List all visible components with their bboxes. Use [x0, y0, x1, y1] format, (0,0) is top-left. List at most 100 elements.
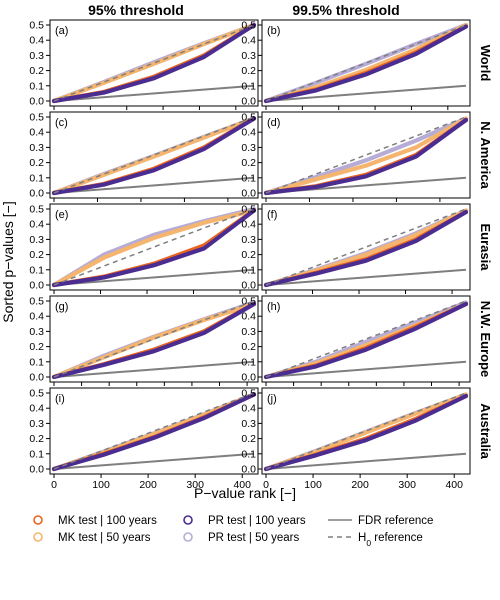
y-tick-label: 0.5 [241, 112, 256, 124]
x-tick-label: 400 [233, 479, 251, 491]
series-pr-test-100-years [51, 22, 257, 104]
y-tick-label: 0.4 [241, 403, 256, 415]
legend-label: H0 reference [358, 532, 423, 548]
legend-label-rest: reference [371, 532, 423, 544]
series-pr-test-100-years [263, 117, 469, 196]
titles: 95% threshold 99.5% threshold Sorted p−v… [0, 2, 400, 501]
row-title: World [478, 45, 493, 82]
x-tick-label: 200 [139, 479, 157, 491]
y-tick-label: 0.1 [241, 80, 256, 92]
y-tick-label: 0.5 [29, 388, 44, 400]
y-tick-label: 0.0 [241, 372, 256, 384]
legend-label: PR test | 50 years [208, 532, 299, 544]
y-tick-label: 0.3 [241, 326, 256, 338]
panel-i: (i) 0.0 0.1 0.2 0.3 0.4 0.5 0 100 200 300 400 [29, 387, 259, 491]
y-tick-label: 0.3 [241, 234, 256, 246]
fdr-reference-line [265, 360, 467, 378]
y-tick-label: 0.2 [241, 341, 256, 353]
y-tick-label: 0.5 [241, 20, 256, 32]
y-tick-label: 0.0 [241, 464, 256, 476]
x-tick-label: 400 [445, 479, 463, 491]
fdr-reference-line [265, 452, 467, 470]
legend-item-mk-test-100-years: MK test | 100 years [33, 515, 157, 527]
fdr-reference-line [53, 84, 255, 102]
panel-a: (a)0.00.10.20.30.40.502004006008001000 [29, 19, 259, 123]
y-tick-label: 0.1 [241, 172, 256, 184]
y-tick-label: 0.5 [241, 204, 256, 216]
y-tick-label: 0.4 [241, 219, 256, 231]
fdr-reference-line [53, 360, 255, 378]
x-tick-label: 100 [304, 479, 322, 491]
series-pr-test-100-years [51, 116, 257, 196]
row-title: Eurasia [478, 224, 493, 272]
y-tick-label: 0.0 [241, 96, 256, 108]
column-title-99-5: 99.5% threshold [292, 2, 399, 18]
panel-label: (j) [267, 393, 277, 405]
y-tick-label: 0.1 [29, 80, 44, 92]
panel-label: (d) [267, 117, 280, 129]
panel-h: (h)0.00.10.20.30.40.5020406080100120140N… [241, 295, 493, 399]
y-tick-label: 0.1 [241, 448, 256, 460]
x-axis-label: P−value rank [−] [194, 485, 296, 501]
legend-label: PR test | 100 years [208, 515, 306, 527]
y-tick-label: 0.0 [241, 188, 256, 200]
x-tick-label: 200 [351, 479, 369, 491]
y-tick-label: 0.4 [241, 35, 256, 47]
series-mk-test-50-years [51, 22, 257, 104]
legend-item-pr-test-100-years: PR test | 100 years [183, 515, 306, 527]
y-tick-label: 0.2 [29, 157, 44, 169]
panel-label: (c) [55, 117, 68, 129]
panel-d: (d)0.00.10.20.30.40.50100200300400N. Ame… [241, 111, 493, 215]
series-mk-test-50-years [51, 116, 257, 196]
panel-label: (f) [267, 209, 277, 221]
y-tick-label: 0.4 [29, 311, 44, 323]
legend-marker [33, 515, 43, 525]
legend: MK test | 100 years MK test | 50 years PR … [33, 515, 433, 548]
legend-item-fdr-reference: FDR reference [328, 515, 433, 527]
y-tick-label: 0.5 [29, 112, 44, 124]
panel-j: (j) 0.0 0.1 0.2 0.3 0.4 0.5 0 100 200 300 400 Austra… [241, 387, 493, 491]
legend-item-mk-test-50-years: MK test | 50 years [33, 532, 151, 544]
legend-item-h0-reference: H0 reference [328, 532, 423, 548]
series-pr-test-100-years [263, 24, 469, 104]
x-tick-label: 300 [398, 479, 416, 491]
y-tick-label: 0.5 [29, 204, 44, 216]
y-tick-label: 0.2 [241, 65, 256, 77]
y-tick-label: 0.3 [29, 234, 44, 246]
column-title-95: 95% threshold [88, 2, 184, 18]
fdr-reference-line [265, 268, 467, 286]
y-tick-label: 0.1 [29, 172, 44, 184]
series-pr-test-100-years [263, 301, 469, 380]
y-tick-label: 0.5 [29, 296, 44, 308]
row-title: N.W. Europe [478, 301, 493, 378]
fdr-reference-line [53, 452, 255, 470]
legend-label: MK test | 50 years [58, 532, 151, 544]
panel-label: (e) [55, 209, 68, 221]
y-tick-label: 0.1 [29, 264, 44, 276]
y-tick-label: 0.1 [29, 448, 44, 460]
series-pr-test-100-years [263, 393, 469, 472]
row-title: N. America [478, 121, 493, 189]
panel-label: (b) [267, 25, 280, 37]
y-tick-label: 0.2 [29, 65, 44, 77]
panel-f: (f)0.00.10.20.30.40.5050100150200Eurasia [241, 203, 493, 307]
series-pr-test-100-years [51, 301, 257, 380]
series-pr-test-100-years [263, 209, 469, 288]
panel-label: (i) [55, 393, 65, 405]
y-tick-label: 0.0 [29, 280, 44, 292]
y-tick-label: 0.0 [29, 96, 44, 108]
y-tick-label: 0.2 [241, 157, 256, 169]
x-tick-label: 100 [92, 479, 110, 491]
panel-label: (g) [55, 301, 68, 313]
legend-marker [183, 515, 193, 525]
x-tick-label: 0 [51, 479, 57, 491]
y-tick-label: 0.4 [241, 311, 256, 323]
legend-subscript: 0 [366, 538, 371, 548]
y-tick-label: 0.1 [29, 356, 44, 368]
series-mk-test-50-years [263, 116, 469, 196]
y-tick-label: 0.4 [29, 219, 44, 231]
y-tick-label: 0.2 [29, 433, 44, 445]
panels: (a)0.00.10.20.30.40.502004006008001000(b… [29, 19, 493, 491]
y-tick-label: 0.1 [241, 264, 256, 276]
legend-item-pr-test-50-years: PR test | 50 years [183, 532, 299, 544]
